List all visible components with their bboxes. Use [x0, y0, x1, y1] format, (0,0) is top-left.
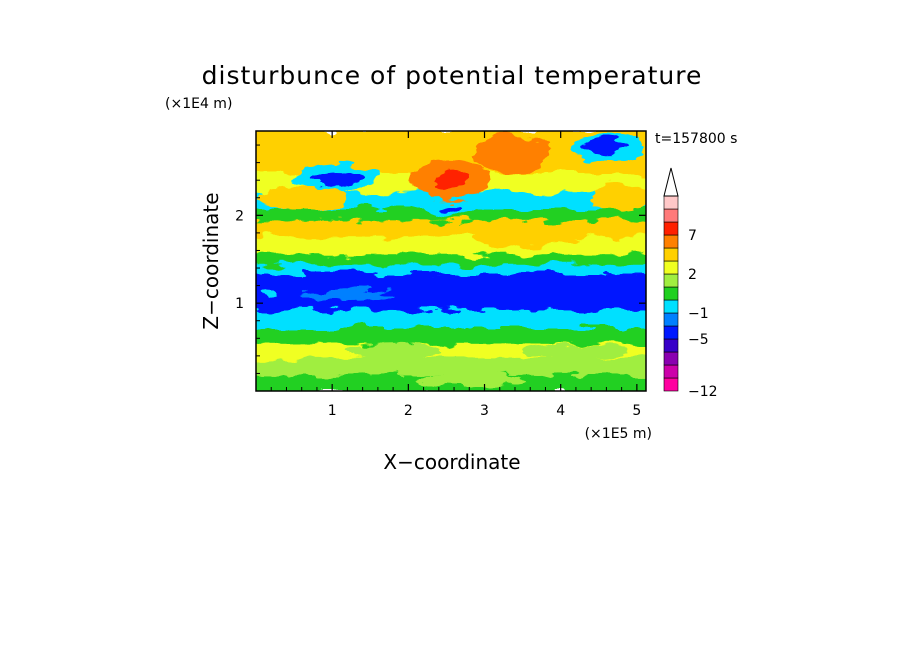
contour-feature-9 [256, 186, 348, 210]
colorbar-segment [663, 286, 679, 301]
colorbar-segment [663, 260, 679, 275]
contour-feature-12 [301, 288, 394, 301]
colorbar-segment [663, 338, 679, 353]
time-label: t=157800 s [655, 131, 737, 147]
y-axis: 12 [235, 144, 646, 374]
colorbar-tick-label: 2 [688, 267, 697, 283]
colorbar-segment [663, 208, 679, 223]
y-axis-label: Z−coordinate [199, 192, 223, 329]
plot-frame [255, 130, 647, 392]
contour-feature-2 [473, 134, 550, 174]
colorbar-segment [663, 299, 679, 314]
contour-field [256, 131, 646, 391]
contour-feature-14 [347, 342, 439, 361]
x-axis: 1 2 3 4 5 [270, 131, 641, 419]
contour-feature-6 [438, 203, 462, 215]
x-tick-label: 4 [556, 403, 565, 419]
colorbar-segment [663, 195, 679, 210]
colorbar-segment [663, 377, 679, 392]
colorbar-segment [663, 234, 679, 249]
colorbar-tick-label: −5 [688, 332, 709, 348]
contour-band-1 [256, 353, 646, 376]
colorbar-segment [663, 247, 679, 262]
colorbar: 7 2 −1 −5 −12 [663, 167, 718, 400]
x-unit-label: (×1E5 m) [585, 426, 652, 442]
contour-band-5 [256, 269, 646, 311]
x-tick-label: 1 [328, 403, 337, 419]
colorbar-segment [663, 364, 679, 379]
colorbar-segment [663, 325, 679, 340]
contour-feature-4 [309, 170, 363, 187]
contour-feature-1 [435, 169, 466, 188]
x-tick-label: 3 [480, 403, 489, 419]
y-tick-label: 2 [235, 208, 244, 224]
colorbar-extend-arrow [663, 167, 679, 197]
contour-feature-11 [469, 232, 576, 247]
colorbar-segment [663, 221, 679, 236]
contour-band-9 [256, 216, 646, 237]
y-tick-label: 1 [235, 296, 244, 312]
y-unit-label: (×1E4 m) [165, 96, 232, 112]
contour-feature-16 [415, 374, 523, 387]
colorbar-tick-label: −1 [688, 306, 709, 322]
contour-feature-8 [583, 138, 630, 155]
chart-title: disturbunce of potential temperature [202, 61, 703, 90]
x-tick-label: 2 [404, 403, 413, 419]
colorbar-tick-label: 7 [688, 228, 697, 244]
contour-feature-15 [522, 344, 630, 359]
x-tick-label: 5 [632, 403, 641, 419]
colorbar-segment [663, 351, 679, 366]
colorbar-segment [663, 273, 679, 288]
colorbar-tick-label: −12 [688, 384, 718, 400]
contour-band-4 [256, 306, 646, 328]
contour-feature-10 [591, 183, 646, 212]
contour-band-3 [256, 324, 646, 344]
contour-feature-13 [258, 289, 277, 300]
x-axis-label: X−coordinate [383, 450, 520, 474]
colorbar-segment [663, 312, 679, 327]
